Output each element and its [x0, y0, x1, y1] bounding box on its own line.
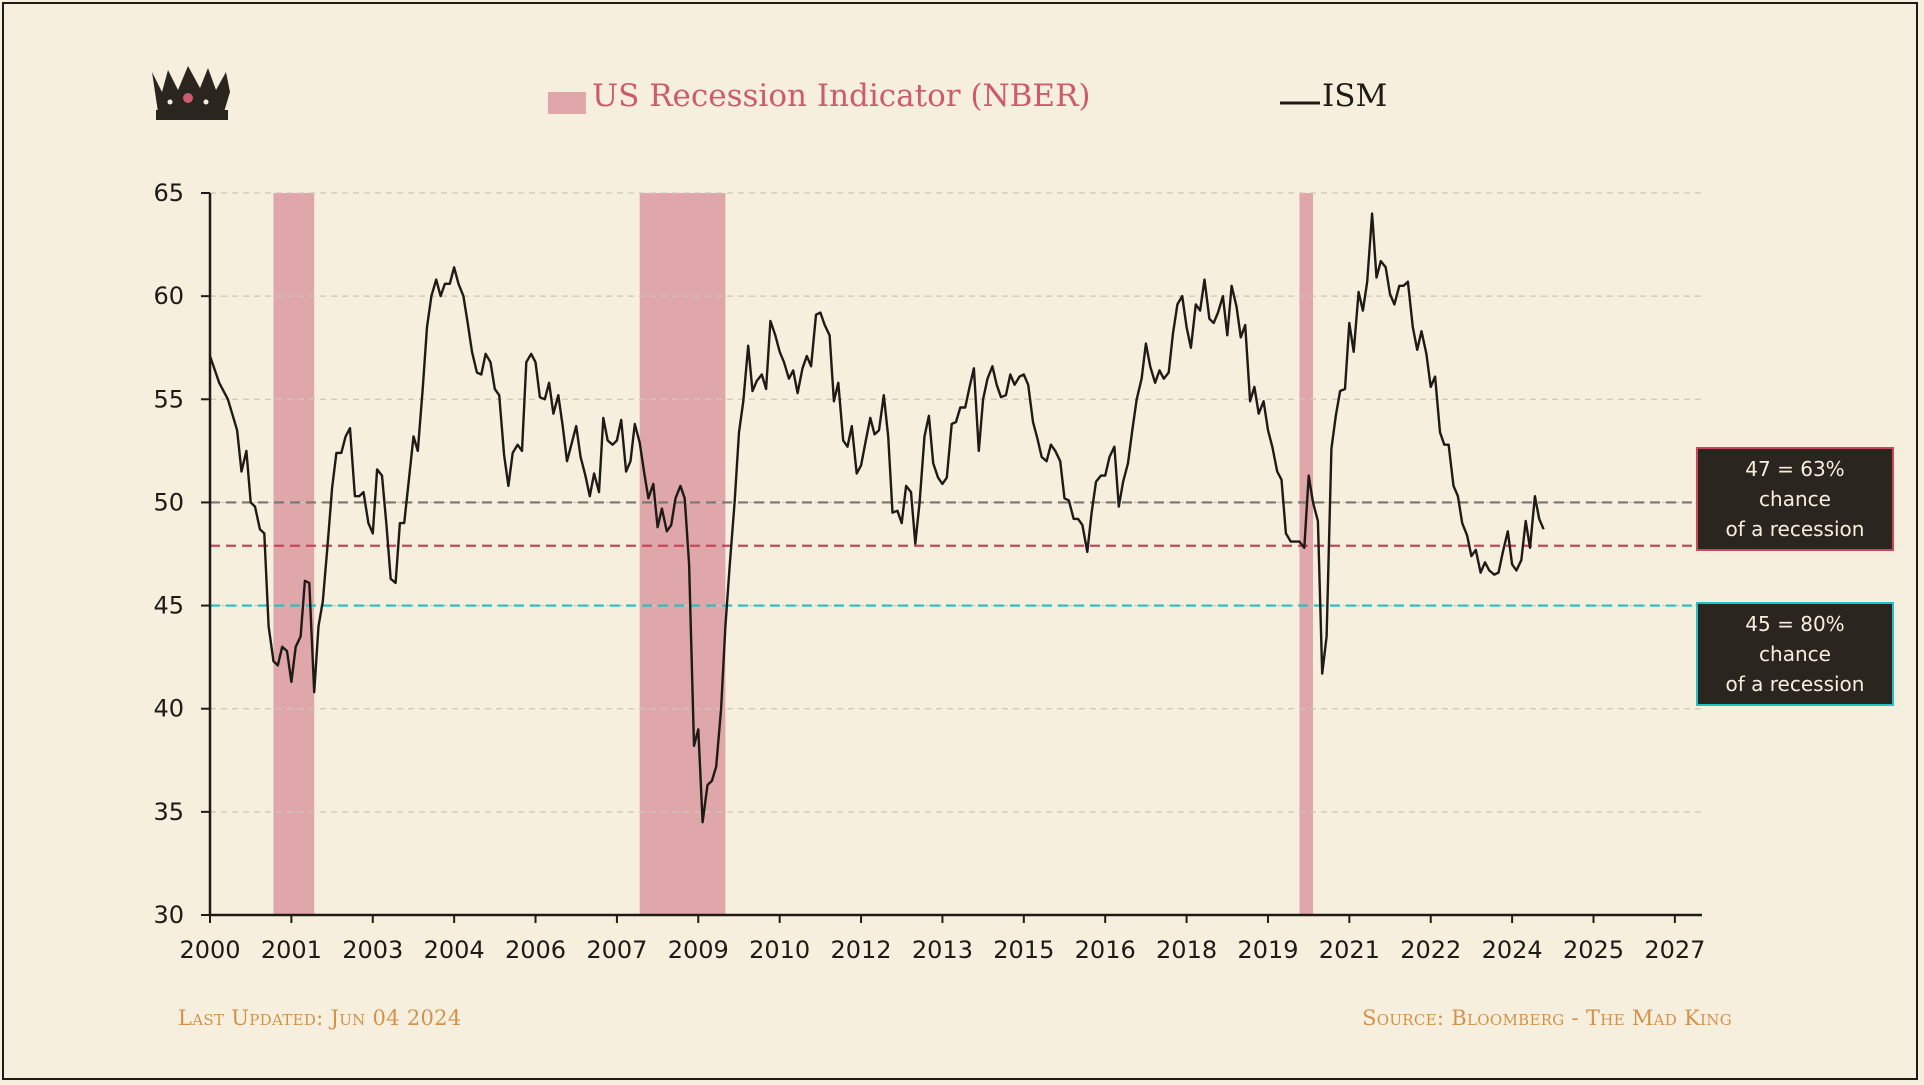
x-tick-label-2003: 2003: [342, 936, 403, 964]
x-tick-label-2001: 2001: [261, 936, 322, 964]
x-tick-label-2004: 2004: [424, 936, 485, 964]
x-tick-label-2025: 2025: [1563, 936, 1624, 964]
x-tick-label-2019: 2019: [1237, 936, 1298, 964]
last-updated: Last Updated: Jun 04 2024: [178, 1006, 462, 1030]
x-tick-label-2015: 2015: [993, 936, 1054, 964]
x-tick-label-2018: 2018: [1156, 936, 1217, 964]
series-line-ism: [208, 212, 1545, 824]
x-tick-label-2027: 2027: [1644, 936, 1705, 964]
x-tick-label-2016: 2016: [1075, 936, 1136, 964]
y-tick-label-45: 45: [153, 592, 184, 620]
x-tick-label-2006: 2006: [505, 936, 566, 964]
x-tick-label-2021: 2021: [1319, 936, 1380, 964]
x-tick-label-2010: 2010: [749, 936, 810, 964]
x-tick-label-2024: 2024: [1482, 936, 1543, 964]
x-tick-label-2013: 2013: [912, 936, 973, 964]
plot-area: 30 35 40 45 50 55 60 65 2000 2001 2003 2004 2006 2007…: [153, 179, 1705, 964]
legend-recession-swatch: [548, 92, 586, 114]
x-tick-label-2000: 2000: [179, 936, 240, 964]
y-tick-label-35: 35: [153, 798, 184, 826]
recession-band-2: [639, 193, 726, 915]
x-tick-label-2007: 2007: [586, 936, 647, 964]
y-tick-label-30: 30: [153, 901, 184, 929]
callout-47-text: 47 = 63% chance of a recession: [1725, 457, 1865, 541]
x-tick-label-2009: 2009: [668, 936, 729, 964]
crown-icon: [152, 66, 230, 120]
y-tick-label-55: 55: [153, 385, 184, 413]
y-tick-label-60: 60: [153, 282, 184, 310]
legend: US Recession Indicator (NBER) ISM: [548, 78, 1387, 114]
callout-47-percent: 47 = 63% chance of a recession: [1696, 447, 1894, 551]
y-tick-label-65: 65: [153, 179, 184, 207]
legend-ism-label: ISM: [1322, 78, 1387, 114]
callout-45-text: 45 = 80% chance of a recession: [1725, 612, 1865, 696]
callout-45-percent: 45 = 80% chance of a recession: [1696, 602, 1894, 706]
recession-band-3: [1299, 193, 1313, 915]
legend-recession-label: US Recession Indicator (NBER): [592, 78, 1091, 114]
y-tick-label-50: 50: [153, 488, 184, 516]
source-credit: Source: Bloomberg - The Mad King: [1362, 1006, 1732, 1030]
recession-band-1: [273, 193, 315, 915]
x-tick-label-2012: 2012: [831, 936, 892, 964]
y-tick-label-40: 40: [153, 695, 184, 723]
x-tick-label-2022: 2022: [1400, 936, 1461, 964]
